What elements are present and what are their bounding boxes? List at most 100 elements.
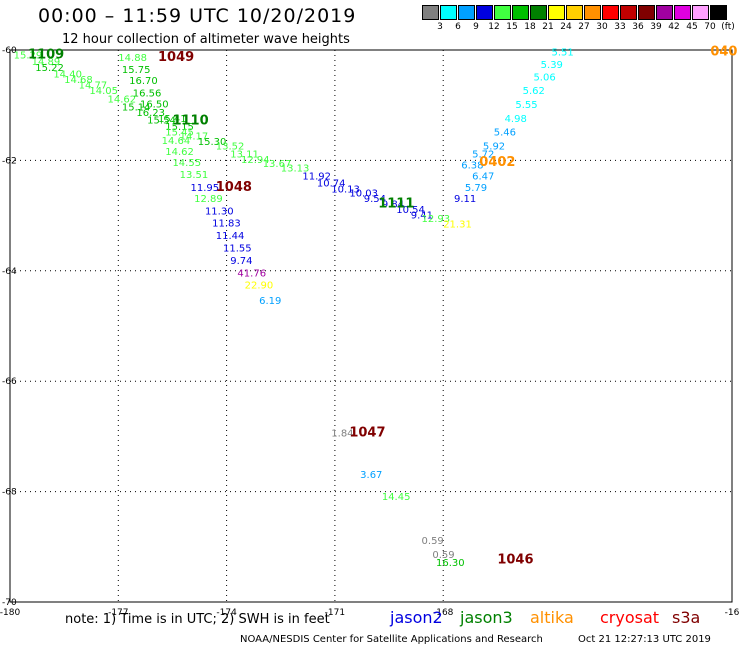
- swh-value: 13.67: [263, 159, 292, 170]
- pass-time: 1047: [349, 425, 385, 440]
- map-frame: [9, 49, 733, 603]
- pass-time: 1111: [378, 196, 414, 211]
- swh-value: 14.62: [107, 94, 136, 105]
- pass-time: 1110: [172, 114, 208, 129]
- pass-time: 040: [710, 45, 737, 60]
- color-swatch: [458, 5, 475, 20]
- swh-value: 9.54: [364, 194, 386, 205]
- footer-note: note: 1) Time is in UTC; 2) SWH is in fe…: [65, 612, 330, 627]
- swh-value: 5.79: [465, 183, 487, 194]
- swh-value: 11.44: [216, 231, 245, 242]
- swh-value: 15.45: [165, 128, 194, 139]
- lat-tick-label: -70: [2, 598, 17, 608]
- pass-time: 1109: [28, 47, 64, 62]
- lat-tick-label: -60: [2, 46, 17, 56]
- color-swatch: [512, 5, 529, 20]
- swh-value: 4.98: [505, 114, 527, 125]
- swh-value: 11.92: [302, 172, 331, 183]
- pass-time: 0402: [479, 155, 515, 170]
- swh-value: 11.95: [191, 183, 220, 194]
- pass-time: 1049: [158, 50, 194, 65]
- map-subtitle: 12 hour collection of altimeter wave hei…: [62, 32, 350, 47]
- swh-value: 0.59: [422, 536, 444, 547]
- credit-line: NOAA/NESDIS Center for Satellite Applica…: [240, 634, 543, 645]
- lat-tick-label: -66: [2, 377, 17, 387]
- color-swatch: [656, 5, 673, 20]
- swh-value: 13.52: [216, 141, 245, 152]
- satellite-legend-item: cryosat: [600, 608, 660, 627]
- lat-tick-label: -68: [2, 488, 17, 498]
- lon-tick-label: -168: [433, 608, 454, 618]
- swh-value: 16.56: [133, 88, 162, 99]
- swh-value: 15.29: [14, 50, 43, 61]
- swh-value: 5.62: [523, 86, 545, 97]
- swh-value: 5.72: [472, 150, 494, 161]
- swh-value: 14.64: [162, 136, 191, 147]
- swh-value: 10.54: [396, 205, 425, 216]
- color-swatch: [674, 5, 691, 20]
- swh-value: 13.13: [281, 163, 310, 174]
- color-swatch: [566, 5, 583, 20]
- swh-value: 12.89: [194, 194, 223, 205]
- swh-value: 10.03: [349, 188, 378, 199]
- color-swatch-label: 12: [488, 22, 500, 32]
- swh-value: 16.50: [140, 99, 169, 110]
- color-swatch-label: 18: [524, 22, 536, 32]
- lat-tick-label: -64: [2, 267, 17, 277]
- color-swatch: [548, 5, 565, 20]
- swh-value: 21.31: [443, 220, 472, 231]
- lon-tick-label: -177: [108, 608, 128, 618]
- swh-value: 15.30: [198, 137, 227, 148]
- swh-value: 14.62: [165, 147, 194, 158]
- color-swatch: [440, 5, 457, 20]
- swh-value: 11.55: [223, 243, 252, 254]
- color-swatch: [584, 5, 601, 20]
- color-swatch-label: 9: [473, 22, 479, 32]
- swh-value: 14.45: [382, 492, 411, 503]
- swh-value: 1.84: [331, 428, 353, 439]
- lon-tick-label: -174: [216, 608, 237, 618]
- color-swatch-label: 6: [455, 22, 461, 32]
- swh-value: 16.70: [129, 76, 158, 87]
- swh-value: 15.15: [165, 122, 194, 133]
- swh-value: 11.30: [205, 206, 234, 217]
- swh-value: 5.39: [541, 60, 563, 71]
- color-scale-unit: (ft): [721, 22, 735, 32]
- swh-observations: 15.2914.8915.2214.4014.6814.7714.0514.62…: [14, 48, 574, 570]
- color-swatch-label: 45: [686, 22, 698, 32]
- swh-value: 9.11: [454, 194, 476, 205]
- map-title: 00:00 – 11:59 UTC 10/20/2019: [38, 5, 357, 27]
- swh-value: 0.59: [432, 550, 454, 561]
- color-swatch: [476, 5, 493, 20]
- swh-value: 9.41: [411, 210, 433, 221]
- color-swatch: [494, 5, 511, 20]
- swh-value: 6.19: [259, 296, 281, 307]
- swh-value: 12.93: [422, 214, 451, 225]
- satellite-legend-item: s3a: [672, 608, 701, 627]
- lat-tick-label: -62: [2, 156, 17, 166]
- color-swatch-label: 21: [542, 22, 554, 32]
- swh-value: 41.76: [237, 268, 266, 279]
- lon-tick-label: -16: [725, 608, 740, 618]
- satellite-legend-item: jason3: [460, 608, 513, 627]
- pass-time-labels: 1109 1049 1110 1048 1111 0402 040 1047 1046: [28, 45, 737, 568]
- swh-value: 15.22: [35, 63, 64, 74]
- lon-tick-label: -171: [325, 608, 345, 618]
- color-swatch: [638, 5, 655, 20]
- swh-value: 5.92: [483, 141, 505, 152]
- swh-value: 9.74: [230, 256, 252, 267]
- swh-value: 15.75: [122, 65, 151, 76]
- swh-value: 14.40: [53, 70, 82, 81]
- lon-tick-label: -180: [0, 608, 20, 618]
- swh-value: 6.38: [461, 161, 483, 172]
- swh-value: 14.55: [172, 158, 201, 169]
- swh-value: 11.83: [212, 219, 241, 230]
- map-grid: [10, 50, 732, 602]
- swh-value: 10.74: [317, 178, 346, 189]
- swh-value: 9.84: [382, 199, 404, 210]
- swh-value: 5.46: [494, 128, 516, 139]
- satellite-legend-item: altika: [530, 608, 574, 627]
- swh-value: 14.68: [64, 75, 93, 86]
- color-swatch: [710, 5, 727, 20]
- swh-value: 13.11: [230, 150, 259, 161]
